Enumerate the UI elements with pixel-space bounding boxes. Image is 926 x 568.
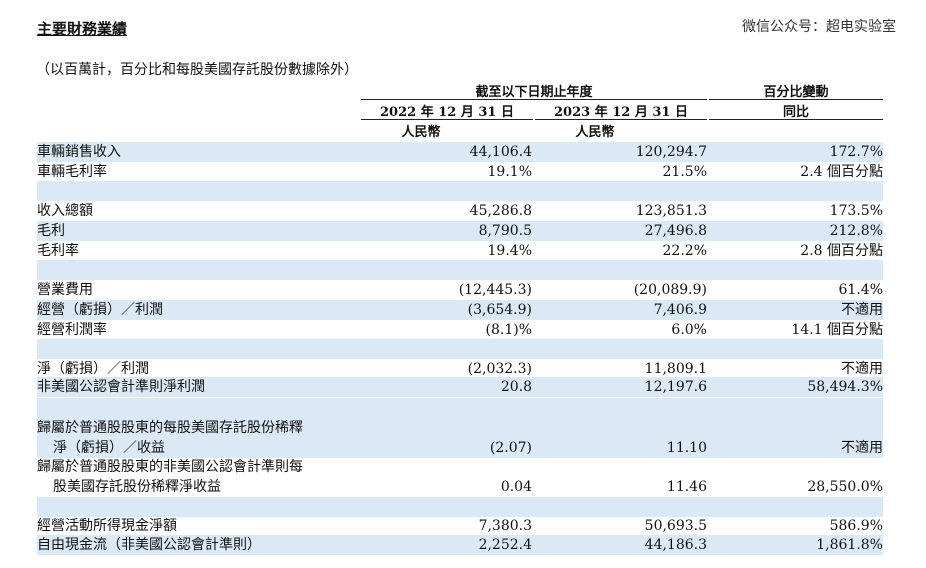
row-label: 經營（虧損）／利潤 — [37, 302, 163, 318]
value-change: 2.8 個百分點 — [800, 243, 883, 259]
value-change: 172.7% — [829, 144, 883, 160]
row-label: 車輛銷售收入 — [37, 144, 121, 160]
table-row: 經營活動所得現金淨額 7,380.3 50,693.5 586.9% — [37, 516, 883, 536]
value-2023: 12,197.6 — [644, 379, 707, 395]
row-label: 非美國公認會計準則淨利潤 — [37, 379, 205, 395]
value-2023: 120,294.7 — [635, 144, 707, 160]
row-label-continued: 淨（虧損）／收益 — [53, 440, 165, 456]
table-row: 車輛銷售收入 44,106.4 120,294.7 172.7% — [37, 142, 883, 162]
value-change: 2.4 個百分點 — [800, 164, 883, 180]
value-2022: 8,790.5 — [478, 223, 532, 239]
spacer-band — [37, 260, 883, 280]
value-2022: 45,286.8 — [469, 203, 532, 219]
value-2023: 44,186.3 — [644, 537, 707, 553]
row-label: 收入總額 — [37, 203, 93, 219]
header-rule — [361, 99, 707, 100]
table-row: 毛利率 19.4% 22.2% 2.8 個百分點 — [37, 241, 883, 261]
value-2023: 11,809.1 — [644, 361, 707, 377]
row-label: 經營利潤率 — [37, 322, 107, 338]
row-label-continued: 股美國存託股份稀釋淨收益 — [53, 479, 221, 495]
value-2023: 123,851.3 — [635, 203, 707, 219]
value-change: 28,550.0% — [807, 479, 883, 495]
row-label: 自由現金流（非美國公認會計準則） — [37, 537, 261, 553]
col3-header: 同比 — [782, 105, 809, 120]
table-row: 歸屬於普通股股東的非美國公認會計準則每 股美國存託股份稀釋淨收益 0.04 11… — [37, 457, 883, 497]
table-row: 淨（虧損）／利潤 (2,032.3) 11,809.1 不適用 — [37, 359, 883, 379]
value-2023: 50,693.5 — [644, 518, 707, 534]
table-row: 歸屬於普通股股東的每股美國存託股份稀釋 淨（虧損）／收益 (2.07) 11.1… — [37, 418, 883, 458]
value-2023: 22.2% — [662, 243, 707, 259]
value-change: 173.5% — [829, 203, 883, 219]
value-change: 不適用 — [841, 302, 883, 318]
table-row: 非美國公認會計準則淨利潤 20.8 12,197.6 58,494.3% — [37, 377, 883, 397]
value-2022: 19.1% — [487, 164, 532, 180]
value-change: 61.4% — [838, 282, 883, 298]
value-change: 58,494.3% — [807, 379, 883, 395]
value-change: 586.9% — [829, 518, 883, 534]
value-change: 212.8% — [829, 223, 883, 239]
row-label: 淨（虧損）／利潤 — [37, 361, 149, 377]
table-row: 毛利 8,790.5 27,496.8 212.8% — [37, 221, 883, 241]
value-2022: 19.4% — [487, 243, 532, 259]
row-label: 毛利 — [37, 223, 65, 239]
change-header: 百分比變動 — [763, 85, 829, 100]
date-rule — [709, 119, 883, 120]
table-row: 營業費用 (12,445.3) (20,089.9) 61.4% — [37, 280, 883, 300]
value-2022: (12,445.3) — [458, 282, 532, 298]
value-change: 1,861.8% — [816, 537, 883, 553]
value-2022: (2.07) — [489, 440, 532, 456]
table-row: 車輛毛利率 19.1% 21.5% 2.4 個百分點 — [37, 162, 883, 182]
table-row: 經營利潤率 (8.1)% 6.0% 14.1 個百分點 — [37, 320, 883, 340]
value-change: 不適用 — [841, 361, 883, 377]
value-2023: 27,496.8 — [644, 223, 707, 239]
header-rule — [709, 99, 883, 100]
table-row: 收入總額 45,286.8 123,851.3 173.5% — [37, 201, 883, 221]
value-2022: 20.8 — [500, 379, 532, 395]
spacer-band — [37, 339, 883, 359]
value-2023: 21.5% — [662, 164, 707, 180]
col1-unit-header: 人民幣 — [401, 125, 441, 140]
value-2023: 11.46 — [666, 479, 707, 495]
row-label: 經營活動所得現金淨額 — [37, 518, 177, 534]
units-note: （以百萬計，百分比和每股美國存託股份數據除外） — [36, 62, 358, 78]
row-label: 歸屬於普通股股東的非美國公認會計準則每 — [37, 459, 303, 475]
value-2022: 0.04 — [500, 479, 532, 495]
spacer-band — [37, 398, 883, 418]
col2-unit-header: 人民幣 — [575, 125, 615, 140]
page-title: 主要財務業績 — [37, 20, 128, 38]
row-label: 毛利率 — [37, 243, 79, 259]
value-change: 不適用 — [841, 440, 883, 456]
spacer-band — [37, 181, 883, 201]
value-2023: (20,089.9) — [633, 282, 707, 298]
value-2022: (8.1)% — [485, 322, 533, 338]
table-row: 經營（虧損）／利潤 (3,654.9) 7,406.9 不適用 — [37, 300, 883, 320]
col2-date-header: 2023 年 12 月 31 日 — [554, 105, 688, 120]
value-change: 14.1 個百分點 — [791, 322, 883, 338]
period-header: 截至以下日期止年度 — [475, 85, 593, 100]
col1-date-header: 2022 年 12 月 31 日 — [380, 105, 514, 120]
spacer-band — [37, 497, 883, 517]
value-2023: 7,406.9 — [653, 302, 707, 318]
watermark: 微信公众号：超电实验室 — [742, 19, 896, 35]
row-label: 車輛毛利率 — [37, 164, 107, 180]
value-2023: 11.10 — [666, 440, 707, 456]
value-2023: 6.0% — [671, 322, 707, 338]
value-2022: 44,106.4 — [469, 144, 532, 160]
value-2022: (2,032.3) — [467, 361, 532, 377]
date-rule — [361, 119, 533, 120]
row-label: 歸屬於普通股股東的每股美國存託股份稀釋 — [37, 420, 303, 436]
table-row: 自由現金流（非美國公認會計準則） 2,252.4 44,186.3 1,861.… — [37, 535, 883, 555]
date-rule — [535, 119, 707, 120]
row-label: 營業費用 — [37, 282, 93, 298]
value-2022: 2,252.4 — [478, 537, 532, 553]
value-2022: (3,654.9) — [467, 302, 532, 318]
value-2022: 7,380.3 — [478, 518, 532, 534]
